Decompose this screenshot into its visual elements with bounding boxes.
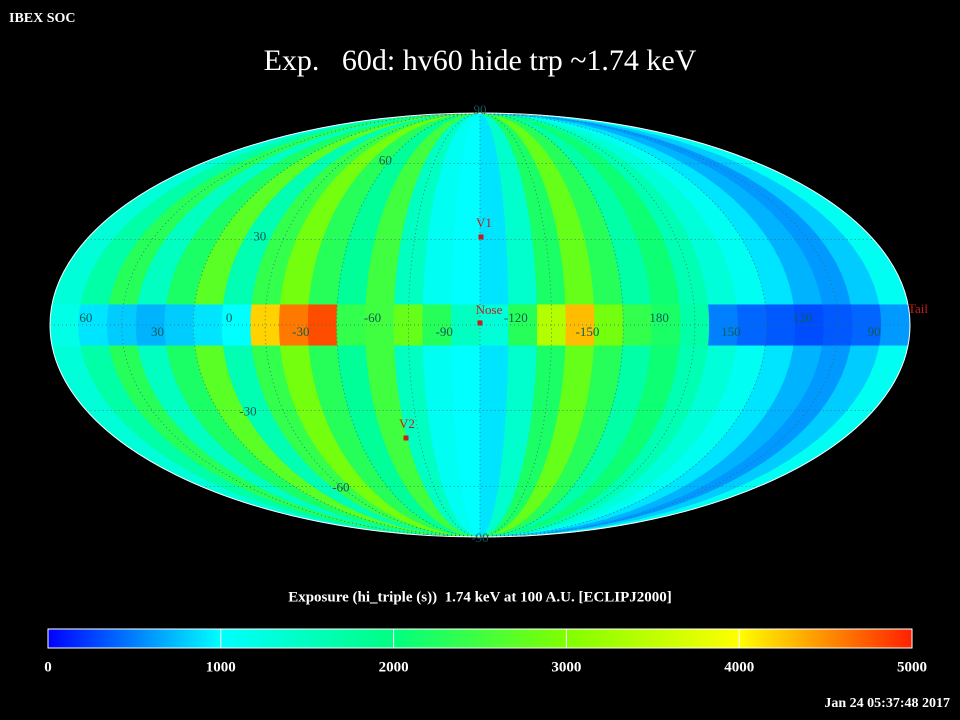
- latitude-label: 60: [379, 152, 392, 167]
- latitude-label: -90: [471, 530, 488, 545]
- longitude-label: 150: [721, 324, 741, 339]
- equator-cell: [250, 304, 281, 346]
- latitude-label: 30: [253, 228, 266, 243]
- longitude-label: -30: [292, 324, 309, 339]
- marker-label: V1: [476, 215, 492, 230]
- equator-cell: [336, 304, 367, 346]
- longitude-label: -120: [504, 310, 528, 325]
- marker-label: V2: [399, 416, 415, 431]
- marker-dot: [478, 234, 484, 240]
- map-labels: 60 30 0 -30 -60 -90 -120 -150 180 150 120 90 90 60 30 -…: [79, 102, 928, 545]
- chart-title: Exp. 60d: hv60 hide trp ~1.74 keV: [264, 44, 697, 77]
- latitude-label: -60: [332, 480, 349, 495]
- longitude-label: 30: [151, 324, 164, 339]
- map-border: [49, 112, 911, 538]
- colorbar-tick-label: 2000: [379, 659, 409, 675]
- longitude-label: 0: [226, 310, 233, 325]
- colorbar-tick-label: 0: [44, 659, 52, 675]
- colorbar-tick-label: 4000: [724, 659, 754, 675]
- colorbar: 0 1000 2000 3000 4000 5000: [44, 628, 927, 675]
- sky-map: [50, 113, 910, 537]
- marker-dot: [477, 320, 483, 326]
- latitude-label: -30: [239, 404, 256, 419]
- latitude-label: 90: [474, 102, 487, 117]
- marker-label: Nose: [476, 302, 503, 317]
- meridian: [479, 112, 768, 538]
- meridian: [192, 112, 481, 538]
- marker-dot: [403, 435, 409, 441]
- longitude-label: 120: [793, 310, 813, 325]
- colorbar-tick-label: 1000: [206, 659, 236, 675]
- timestamp: Jan 24 05:37:48 2017: [824, 696, 950, 711]
- meridian: [407, 112, 481, 538]
- colorbar-fill: [47, 628, 913, 649]
- longitude-label: 90: [868, 324, 881, 339]
- colorbar-tick-label: 3000: [551, 659, 581, 675]
- longitude-label: -60: [364, 310, 381, 325]
- longitude-label: -150: [576, 324, 600, 339]
- longitude-label: -90: [435, 324, 452, 339]
- marker-label: Tail: [908, 301, 928, 316]
- corner-label: IBEX SOC: [9, 11, 76, 26]
- longitude-label: 60: [79, 310, 92, 325]
- equator-cell: [622, 304, 653, 346]
- colorbar-tick-label: 5000: [897, 659, 927, 675]
- longitude-label: 180: [649, 310, 669, 325]
- meridian: [479, 112, 553, 538]
- colorbar-label: Exposure (hi_triple (s)) 1.74 keV at 100…: [288, 589, 672, 605]
